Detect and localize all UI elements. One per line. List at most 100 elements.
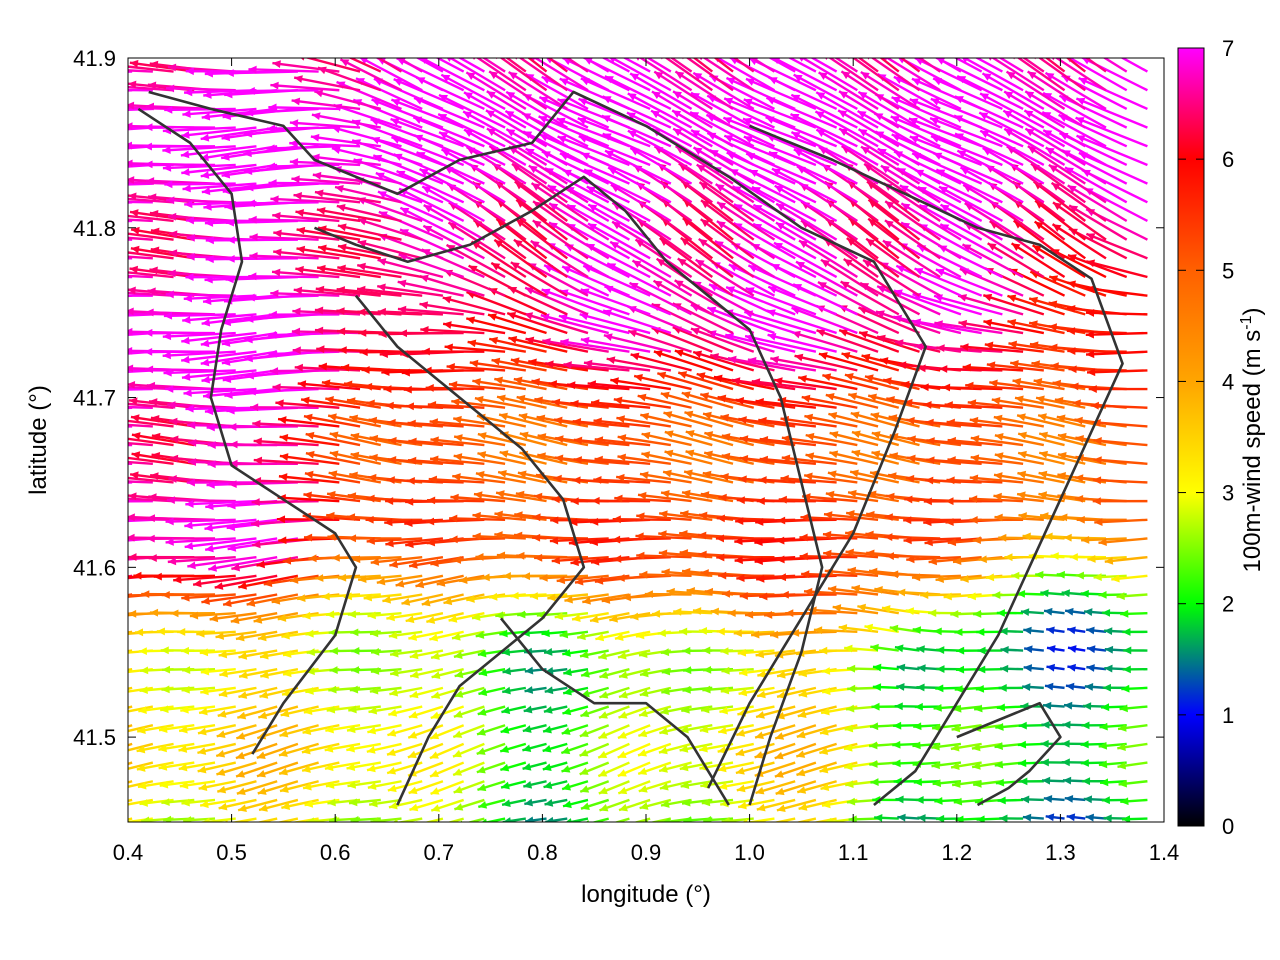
wind-arrow bbox=[390, 117, 465, 148]
wind-arrow bbox=[796, 780, 837, 794]
wind-arrow bbox=[128, 423, 153, 428]
wind-arrow bbox=[956, 149, 1024, 185]
wind-arrow bbox=[371, 98, 444, 129]
wind-arrow bbox=[653, 70, 713, 110]
wind-arrow bbox=[857, 90, 921, 129]
wind-arrow bbox=[976, 628, 1003, 636]
wind-arrow bbox=[409, 649, 444, 660]
wind-arrow bbox=[279, 780, 319, 793]
wind-arrow bbox=[128, 275, 133, 279]
wind-arrow bbox=[271, 593, 319, 605]
wind-arrow bbox=[872, 663, 899, 672]
wind-arrow bbox=[952, 704, 982, 713]
wind-arrow bbox=[128, 686, 133, 690]
wind-arrow bbox=[561, 265, 630, 297]
wind-arrow bbox=[377, 190, 444, 223]
wind-arrow bbox=[524, 816, 547, 822]
wind-arrow bbox=[893, 721, 920, 730]
wind-arrow bbox=[153, 572, 216, 581]
wind-arrow bbox=[891, 96, 962, 129]
wind-arrow bbox=[129, 59, 195, 73]
wind-arrow bbox=[474, 395, 527, 409]
wind-arrow bbox=[935, 268, 1003, 297]
wind-arrow bbox=[794, 353, 858, 372]
wind-arrow bbox=[128, 437, 174, 447]
wind-arrow bbox=[128, 518, 174, 521]
wind-arrow bbox=[912, 292, 983, 316]
wind-arrow bbox=[717, 761, 754, 773]
wind-arrow bbox=[1040, 589, 1065, 598]
wind-arrow bbox=[184, 88, 257, 97]
wind-arrow bbox=[477, 798, 506, 809]
wind-arrow bbox=[981, 72, 1045, 110]
wind-arrow bbox=[542, 724, 568, 734]
wind-arrow bbox=[238, 686, 278, 699]
wind-arrow bbox=[181, 126, 257, 139]
wind-arrow bbox=[316, 264, 381, 279]
y-tick-label: 41.6 bbox=[73, 555, 116, 580]
wind-arrow bbox=[590, 399, 651, 409]
wind-arrow bbox=[931, 723, 962, 732]
wind-arrow bbox=[659, 724, 692, 735]
wind-arrow bbox=[1014, 395, 1065, 409]
wind-arrow bbox=[163, 311, 236, 320]
wind-arrow bbox=[587, 222, 651, 260]
contour-line bbox=[137, 107, 358, 755]
wind-arrow bbox=[841, 352, 900, 372]
wind-arrow bbox=[128, 742, 154, 752]
wind-arrow bbox=[199, 648, 236, 657]
wind-arrow bbox=[478, 686, 506, 696]
wind-arrow bbox=[637, 761, 672, 776]
wind-arrow bbox=[128, 182, 153, 186]
x-axis-title: longitude (°) bbox=[581, 881, 711, 908]
wind-arrow bbox=[742, 117, 817, 148]
wind-arrow bbox=[1104, 645, 1127, 654]
wind-arrow bbox=[810, 58, 838, 73]
wind-arrow bbox=[1117, 742, 1148, 751]
colorbar-ticks: 0 1 2 3 4 5 6 7 bbox=[1178, 36, 1234, 839]
wind-arrow bbox=[170, 609, 216, 618]
wind-arrow bbox=[222, 593, 278, 608]
wind-arrow bbox=[128, 761, 133, 766]
wind-arrow bbox=[198, 705, 236, 716]
wind-arrow bbox=[144, 347, 216, 356]
wind-arrow bbox=[929, 117, 1003, 148]
wind-arrow bbox=[200, 331, 278, 348]
wind-arrow bbox=[617, 434, 672, 447]
wind-arrow bbox=[532, 533, 589, 542]
wind-arrow bbox=[131, 451, 195, 465]
wind-arrow bbox=[838, 328, 900, 353]
wind-arrow bbox=[268, 310, 340, 319]
wind-arrow bbox=[627, 329, 692, 353]
wind-arrow bbox=[653, 350, 713, 372]
wind-arrow bbox=[1019, 777, 1044, 786]
wind-arrow bbox=[429, 761, 465, 778]
wind-arrow bbox=[499, 450, 547, 465]
wind-arrow bbox=[162, 145, 236, 154]
wind-arrow bbox=[752, 203, 817, 241]
wind-arrow bbox=[1122, 628, 1148, 636]
wind-arrow bbox=[996, 609, 1024, 617]
wind-arrow bbox=[178, 742, 216, 753]
wind-arrow bbox=[556, 117, 630, 148]
wind-arrow bbox=[874, 813, 899, 822]
wind-arrow bbox=[420, 325, 485, 335]
wind-arrow bbox=[733, 203, 796, 241]
wind-arrow bbox=[928, 555, 982, 566]
wind-arrow bbox=[774, 742, 817, 760]
wind-arrow bbox=[421, 593, 464, 607]
wind-arrow bbox=[884, 219, 941, 260]
wind-arrow bbox=[1023, 109, 1086, 148]
wind-arrow bbox=[630, 352, 692, 372]
wind-arrow bbox=[679, 742, 713, 753]
wind-arrow bbox=[128, 460, 153, 465]
wind-arrow bbox=[709, 353, 775, 372]
wind-arrow bbox=[817, 281, 879, 316]
wind-arrow bbox=[339, 58, 403, 92]
wind-arrow bbox=[415, 58, 444, 73]
wind-arrow bbox=[204, 518, 278, 532]
wind-arrow bbox=[844, 644, 879, 653]
wind-arrow bbox=[796, 761, 837, 777]
wind-arrow bbox=[507, 70, 568, 110]
wind-arrow bbox=[1099, 722, 1127, 731]
